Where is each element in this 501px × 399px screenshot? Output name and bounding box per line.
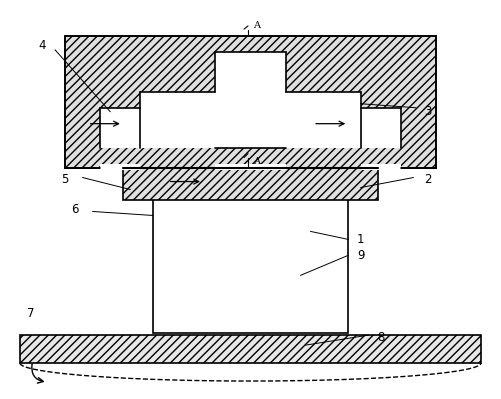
Text: 9: 9: [357, 249, 364, 262]
Bar: [20, 335, 481, 363]
Text: A: A: [253, 157, 260, 166]
Text: A: A: [253, 22, 260, 30]
Bar: [123, 168, 378, 200]
Text: 4: 4: [39, 40, 46, 52]
Bar: [153, 200, 348, 333]
Bar: [215, 164, 286, 170]
Text: 8: 8: [377, 331, 384, 344]
Text: 5: 5: [62, 173, 69, 186]
Bar: [100, 108, 140, 148]
Text: 2: 2: [425, 173, 432, 186]
Bar: [65, 36, 436, 168]
Bar: [100, 164, 140, 170]
Text: 3: 3: [425, 105, 432, 118]
Text: 1: 1: [357, 233, 364, 246]
Text: 6: 6: [72, 203, 79, 216]
Bar: [215, 52, 286, 92]
Text: 7: 7: [28, 307, 35, 320]
Bar: [140, 92, 361, 148]
Bar: [361, 108, 401, 148]
Bar: [361, 164, 401, 170]
